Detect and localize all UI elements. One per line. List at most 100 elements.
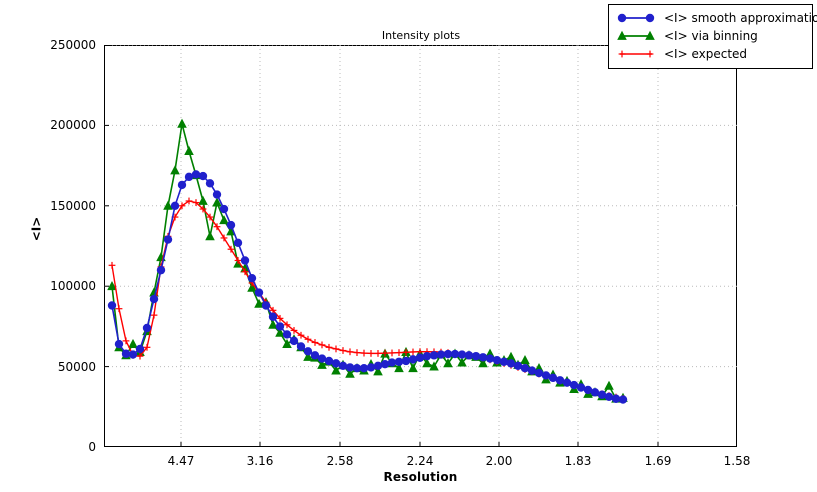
data-point — [569, 380, 579, 390]
data-point — [226, 220, 236, 230]
x-tick-label: 1.69 — [644, 454, 672, 468]
legend-marker-circle-icon — [615, 10, 657, 26]
legend-label: <I> expected — [664, 47, 748, 61]
data-point — [422, 351, 432, 361]
data-point — [394, 357, 404, 366]
data-point — [332, 345, 340, 353]
data-point — [409, 348, 417, 356]
data-point — [136, 352, 144, 360]
data-point — [163, 200, 173, 210]
x-tick-label: 3.16 — [246, 454, 274, 468]
data-point — [205, 231, 215, 241]
data-point — [122, 337, 130, 345]
data-point — [107, 281, 117, 291]
data-point — [513, 361, 523, 370]
data-point — [247, 273, 257, 283]
data-point — [373, 361, 383, 370]
data-point — [212, 190, 222, 199]
data-point — [394, 363, 404, 373]
data-point — [311, 339, 319, 346]
series-2 — [107, 118, 628, 403]
data-point — [177, 118, 187, 128]
y-tick-label: 0 — [88, 440, 96, 454]
data-point — [227, 245, 235, 253]
data-point — [184, 172, 194, 182]
data-point — [282, 330, 292, 339]
data-point — [457, 350, 467, 359]
data-point — [178, 202, 186, 210]
data-point — [128, 350, 138, 359]
x-tick-label: 4.47 — [167, 454, 195, 468]
data-point — [485, 354, 495, 363]
data-point — [367, 350, 375, 357]
series-1 — [107, 170, 628, 404]
legend-marker-triangle-icon — [615, 28, 657, 44]
data-point — [143, 343, 151, 351]
x-tick-label: 2.24 — [406, 454, 434, 468]
data-point — [303, 351, 313, 361]
chart-title: Intensity plots — [381, 29, 461, 42]
data-point — [297, 331, 305, 339]
data-point — [345, 363, 355, 372]
data-point — [436, 350, 446, 359]
data-point — [345, 368, 355, 378]
data-point — [241, 268, 249, 276]
data-point — [156, 265, 166, 275]
data-point — [339, 347, 347, 354]
data-point — [576, 383, 586, 392]
data-point — [590, 388, 600, 397]
data-point — [185, 197, 193, 205]
data-point — [108, 261, 116, 269]
data-point — [289, 336, 299, 346]
data-point — [373, 366, 383, 376]
data-point — [562, 378, 572, 387]
data-point — [276, 314, 284, 322]
data-point — [401, 356, 411, 366]
data-point — [150, 311, 158, 319]
data-point — [268, 312, 278, 321]
data-point — [387, 358, 397, 367]
data-point — [184, 145, 194, 156]
data-point — [583, 385, 593, 395]
legend-entry[interactable]: <I> via binning — [615, 27, 806, 45]
data-point — [121, 349, 131, 358]
data-point — [233, 238, 243, 247]
legend-entry[interactable]: <I> smooth approximation — [615, 9, 817, 27]
data-point — [325, 343, 333, 351]
data-point — [219, 204, 229, 214]
data-point — [499, 357, 509, 366]
data-point — [506, 359, 516, 368]
data-point — [548, 373, 558, 383]
data-point — [534, 368, 544, 378]
data-point — [198, 195, 208, 205]
data-point — [234, 257, 242, 264]
data-point — [492, 355, 502, 365]
legend-entry[interactable]: <I> expected — [615, 45, 806, 63]
data-point — [527, 366, 537, 375]
data-point — [240, 256, 250, 265]
data-point — [303, 347, 313, 356]
data-point — [541, 371, 551, 380]
data-point — [304, 335, 312, 343]
data-point — [219, 215, 229, 225]
data-point — [360, 349, 368, 357]
data-point — [163, 235, 173, 244]
y-tick-label: 250000 — [50, 38, 96, 52]
x-tick-label: 1.58 — [723, 454, 751, 468]
x-tick-label: 2.00 — [485, 454, 513, 468]
data-point — [254, 288, 264, 297]
data-point — [471, 351, 481, 361]
data-point — [555, 376, 565, 385]
x-tick-label: 1.83 — [564, 454, 592, 468]
data-point — [114, 339, 124, 349]
data-point — [366, 363, 376, 372]
data-point — [380, 359, 390, 369]
data-point — [268, 319, 278, 329]
data-point — [205, 179, 215, 188]
data-point — [331, 365, 341, 375]
y-tick-label: 200000 — [50, 118, 96, 133]
data-point — [324, 356, 334, 366]
data-point — [443, 349, 453, 359]
